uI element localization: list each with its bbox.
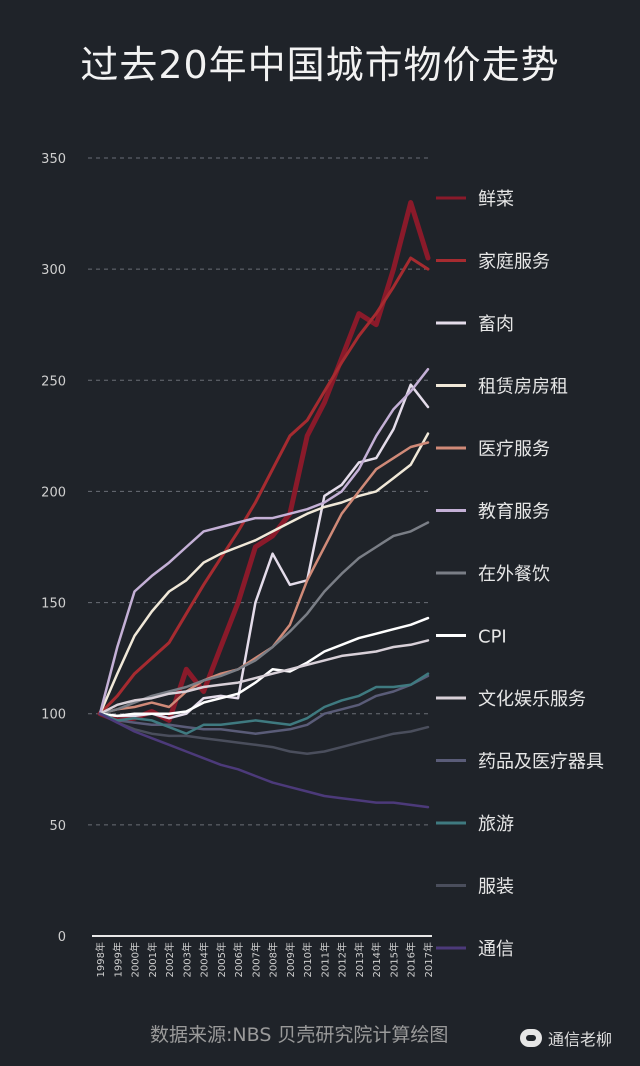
x-tick-label: 1998年	[94, 942, 107, 977]
legend-label: 在外餐饮	[478, 564, 550, 585]
x-tick-label: 2008年	[267, 942, 280, 977]
x-tick-label: 2012年	[336, 942, 349, 977]
y-tick-label: 150	[41, 597, 66, 612]
legend-label: 医疗服务	[478, 439, 550, 460]
x-tick-label: 2017年	[422, 942, 435, 977]
series-line	[98, 712, 430, 755]
brand-name: 通信老柳	[548, 1030, 613, 1049]
source-note: 数据来源:NBS 贝壳研究院计算绘图	[150, 1024, 449, 1046]
x-tick-label: 2003年	[180, 942, 193, 977]
legend-label: 药品及医疗器具	[478, 752, 604, 773]
x-tick-label: 2010年	[301, 942, 314, 977]
chart-title: 过去20年中国城市物价走势	[80, 43, 560, 87]
x-tick-label: 2013年	[353, 942, 366, 977]
series-line	[98, 256, 430, 716]
series-line	[98, 712, 430, 809]
series-line	[98, 521, 430, 715]
x-tick-label: 2002年	[163, 942, 176, 977]
x-tick-label: 2004年	[198, 942, 211, 977]
legend-label: 通信	[478, 939, 514, 960]
x-tick-label: 2014年	[370, 942, 383, 977]
x-tick-label: 2001年	[146, 942, 159, 977]
legend-label: 服装	[478, 877, 514, 898]
series-line	[98, 432, 430, 715]
legend-label: CPI	[478, 627, 507, 648]
legend-label: 鲜菜	[478, 189, 514, 210]
legend-label: 旅游	[478, 814, 514, 835]
x-tick-label: 2009年	[284, 942, 297, 977]
y-tick-label: 100	[41, 708, 66, 723]
series-line	[97, 200, 431, 723]
x-tick-label: 2007年	[249, 942, 262, 977]
legend-label: 文化娱乐服务	[478, 689, 586, 710]
legend-label: 家庭服务	[478, 252, 550, 273]
x-tick-label: 1999年	[111, 942, 124, 977]
legend-label: 畜肉	[478, 314, 514, 335]
x-tick-label: 2006年	[232, 942, 245, 977]
series-line	[98, 367, 430, 715]
series-line	[98, 639, 430, 715]
series-line	[98, 674, 430, 735]
x-tick-label: 2015年	[387, 942, 400, 977]
brand-logo-icon	[520, 1029, 542, 1047]
legend-label: 租赁房房租	[478, 377, 568, 398]
y-tick-label: 300	[41, 263, 66, 278]
series-line	[98, 672, 430, 735]
y-tick-label: 50	[49, 819, 66, 834]
x-tick-label: 2000年	[129, 942, 142, 977]
x-tick-label: 2005年	[215, 942, 228, 977]
x-tick-label: 2016年	[405, 942, 418, 977]
series-line	[98, 383, 430, 720]
y-tick-label: 350	[41, 152, 66, 167]
y-tick-label: 200	[41, 485, 66, 500]
brand-watermark: 通信老柳	[520, 1026, 612, 1050]
x-tick-label: 2011年	[318, 942, 331, 977]
y-tick-label: 250	[41, 374, 66, 389]
y-tick-label: 0	[58, 930, 66, 945]
series-line	[98, 616, 430, 718]
legend-label: 教育服务	[478, 502, 550, 523]
